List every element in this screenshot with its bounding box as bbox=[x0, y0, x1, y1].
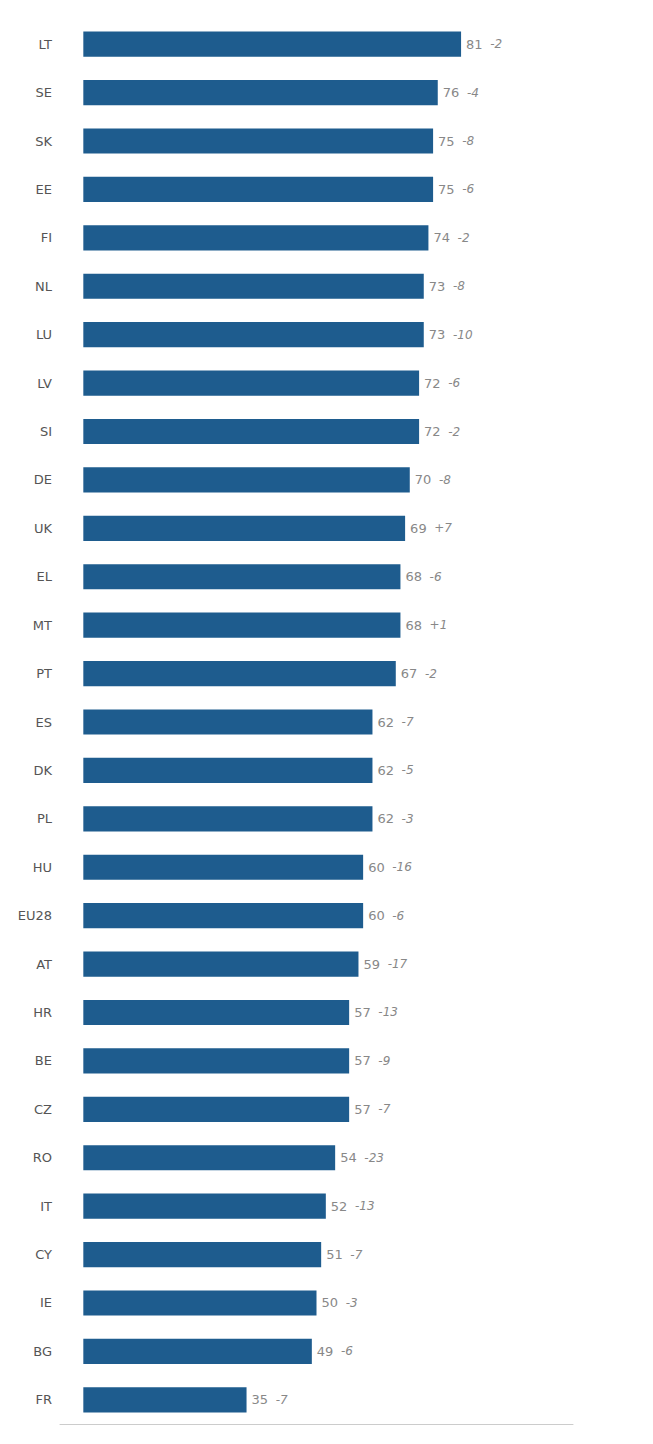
svg-text:FR: FR bbox=[35, 1392, 52, 1407]
svg-text:69: 69 bbox=[410, 521, 427, 536]
svg-text:62: 62 bbox=[377, 763, 394, 778]
svg-text:+7: +7 bbox=[434, 521, 452, 535]
svg-text:-3: -3 bbox=[346, 1296, 358, 1310]
svg-text:MT: MT bbox=[33, 618, 52, 633]
svg-text:81: 81 bbox=[466, 37, 483, 52]
svg-text:-2: -2 bbox=[458, 231, 470, 245]
svg-text:59: 59 bbox=[363, 957, 380, 972]
svg-text:-8: -8 bbox=[453, 279, 465, 293]
svg-text:52: 52 bbox=[331, 1199, 348, 1214]
svg-text:50: 50 bbox=[322, 1295, 339, 1310]
svg-text:-2: -2 bbox=[490, 37, 502, 51]
svg-text:PL: PL bbox=[37, 811, 53, 826]
svg-text:73: 73 bbox=[429, 279, 446, 294]
svg-text:-8: -8 bbox=[439, 473, 451, 487]
svg-text:RO: RO bbox=[33, 1150, 52, 1165]
svg-text:73: 73 bbox=[429, 327, 446, 342]
svg-text:EU28: EU28 bbox=[18, 908, 52, 923]
svg-text:SK: SK bbox=[35, 134, 52, 149]
svg-text:BG: BG bbox=[33, 1344, 52, 1359]
svg-text:60: 60 bbox=[368, 908, 385, 923]
svg-text:68: 68 bbox=[405, 569, 422, 584]
svg-text:BE: BE bbox=[35, 1053, 52, 1068]
svg-text:DE: DE bbox=[34, 472, 52, 487]
svg-text:-9: -9 bbox=[378, 1054, 390, 1068]
svg-text:FI: FI bbox=[41, 230, 52, 245]
svg-text:HR: HR bbox=[33, 1005, 52, 1020]
svg-text:HU: HU bbox=[33, 860, 52, 875]
svg-text:-7: -7 bbox=[276, 1393, 288, 1407]
svg-text:-6: -6 bbox=[462, 182, 474, 196]
svg-text:-6: -6 bbox=[430, 570, 442, 584]
svg-text:-2: -2 bbox=[448, 425, 460, 439]
svg-text:PT: PT bbox=[36, 666, 52, 681]
svg-text:DK: DK bbox=[33, 763, 52, 778]
svg-text:-8: -8 bbox=[462, 134, 474, 148]
svg-text:UK: UK bbox=[34, 521, 53, 536]
svg-text:35: 35 bbox=[252, 1392, 269, 1407]
svg-text:LU: LU bbox=[36, 327, 52, 342]
svg-text:72: 72 bbox=[424, 424, 441, 439]
svg-text:CY: CY bbox=[35, 1247, 52, 1262]
svg-text:62: 62 bbox=[377, 811, 394, 826]
svg-text:75: 75 bbox=[438, 134, 455, 149]
svg-text:-13: -13 bbox=[378, 1005, 398, 1019]
svg-text:68: 68 bbox=[405, 618, 422, 633]
svg-text:IT: IT bbox=[40, 1199, 52, 1214]
svg-text:-6: -6 bbox=[448, 376, 460, 390]
svg-text:60: 60 bbox=[368, 860, 385, 875]
svg-text:57: 57 bbox=[354, 1005, 371, 1020]
svg-text:-5: -5 bbox=[402, 763, 414, 777]
svg-text:-16: -16 bbox=[392, 860, 412, 874]
svg-text:-6: -6 bbox=[341, 1344, 353, 1358]
svg-text:51: 51 bbox=[326, 1247, 343, 1262]
svg-text:+1: +1 bbox=[430, 618, 448, 632]
svg-text:-6: -6 bbox=[392, 909, 404, 923]
svg-text:ES: ES bbox=[36, 715, 52, 730]
svg-text:70: 70 bbox=[415, 472, 432, 487]
svg-text:-4: -4 bbox=[467, 86, 479, 100]
svg-text:CZ: CZ bbox=[34, 1102, 52, 1117]
svg-text:76: 76 bbox=[443, 85, 460, 100]
svg-text:-7: -7 bbox=[402, 715, 414, 729]
svg-text:SI: SI bbox=[40, 424, 52, 439]
svg-text:-10: -10 bbox=[453, 328, 473, 342]
svg-text:75: 75 bbox=[438, 182, 455, 197]
svg-text:-23: -23 bbox=[364, 1151, 384, 1165]
svg-text:EL: EL bbox=[37, 569, 53, 584]
svg-text:-7: -7 bbox=[378, 1102, 390, 1116]
svg-text:-13: -13 bbox=[355, 1199, 375, 1213]
svg-text:72: 72 bbox=[424, 376, 441, 391]
svg-text:54: 54 bbox=[340, 1150, 357, 1165]
svg-text:-7: -7 bbox=[350, 1248, 362, 1262]
svg-text:IE: IE bbox=[40, 1295, 52, 1310]
svg-text:49: 49 bbox=[317, 1344, 334, 1359]
svg-text:57: 57 bbox=[354, 1053, 371, 1068]
svg-text:LV: LV bbox=[37, 376, 52, 391]
svg-text:NL: NL bbox=[35, 279, 53, 294]
svg-text:LT: LT bbox=[39, 37, 52, 52]
svg-text:62: 62 bbox=[377, 715, 394, 730]
svg-text:67: 67 bbox=[401, 666, 418, 681]
svg-text:-17: -17 bbox=[388, 957, 408, 971]
svg-text:57: 57 bbox=[354, 1102, 371, 1117]
svg-text:-3: -3 bbox=[402, 812, 414, 826]
svg-text:AT: AT bbox=[36, 957, 52, 972]
svg-text:74: 74 bbox=[433, 230, 450, 245]
svg-text:SE: SE bbox=[36, 85, 52, 100]
svg-text:EE: EE bbox=[36, 182, 52, 197]
svg-text:-2: -2 bbox=[425, 667, 437, 681]
